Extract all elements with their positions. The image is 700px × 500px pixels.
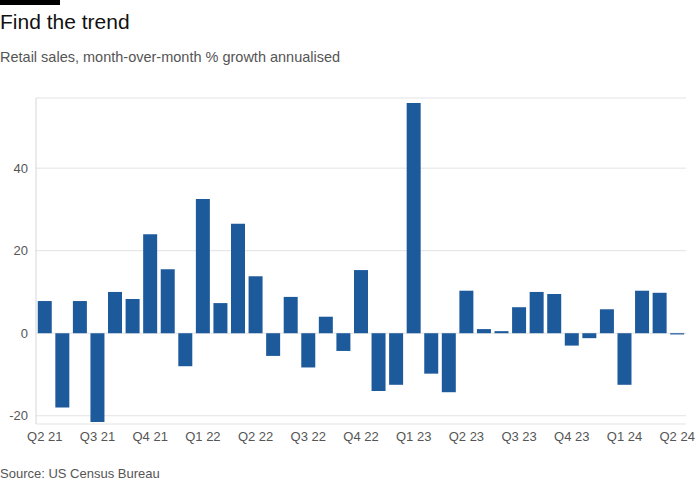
svg-text:40: 40	[14, 161, 28, 176]
svg-text:Q3 22: Q3 22	[291, 429, 326, 444]
svg-text:Q1 23: Q1 23	[396, 429, 431, 444]
svg-text:Q2 21: Q2 21	[27, 429, 62, 444]
svg-text:Q4 22: Q4 22	[343, 429, 378, 444]
svg-text:Q2 24: Q2 24	[660, 429, 692, 444]
svg-text:Q3 23: Q3 23	[501, 429, 536, 444]
svg-text:0: 0	[21, 326, 28, 341]
svg-text:20: 20	[14, 243, 28, 258]
svg-text:Q1 24: Q1 24	[607, 429, 642, 444]
svg-text:Q2 22: Q2 22	[238, 429, 273, 444]
svg-text:Q4 23: Q4 23	[554, 429, 589, 444]
html-text:Find the trend: Find the trend	[0, 10, 130, 33]
svg-text:Q1 22: Q1 22	[185, 429, 220, 444]
svg-text:Q3 21: Q3 21	[80, 429, 115, 444]
svg-text:Q2 23: Q2 23	[449, 429, 484, 444]
svg-text:Q4 21: Q4 21	[132, 429, 167, 444]
svg-text:-20: -20	[9, 408, 28, 423]
html-text:Source: US Census Bureau: Source: US Census Bureau	[0, 466, 160, 481]
html-text:Retail sales, month-over-month: Retail sales, month-over-month % growth …	[0, 49, 341, 65]
